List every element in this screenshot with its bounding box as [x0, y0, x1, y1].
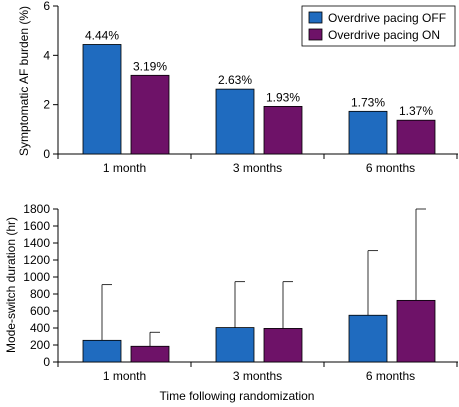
y-tick-label: 600	[30, 304, 50, 318]
x-category-label: 1 month	[103, 161, 146, 175]
y-tick-label: 1600	[23, 219, 50, 233]
bar-on	[263, 105, 303, 155]
y-tick-label: 400	[30, 321, 50, 335]
x-category-label: 6 months	[366, 161, 415, 175]
bar-on	[130, 74, 170, 155]
bar-off	[215, 88, 255, 155]
x-category-label: 3 months	[233, 369, 282, 383]
legend-swatch-off	[308, 11, 323, 24]
y-tick-label: 1200	[23, 253, 50, 267]
data-label: 2.63%	[218, 73, 252, 87]
legend-swatch-on	[308, 28, 323, 41]
y-tick-label: 6	[43, 0, 50, 13]
bar-on	[396, 119, 436, 155]
bar-off	[82, 44, 122, 155]
y-tick-label: 2	[43, 98, 50, 112]
legend: Overdrive pacing OFF Overdrive pacing ON	[301, 5, 456, 47]
legend-label-off: Overdrive pacing OFF	[328, 11, 446, 25]
data-label: 3.19%	[133, 59, 167, 73]
bar-on	[396, 299, 436, 363]
legend-frame	[301, 5, 456, 47]
data-label: 1.37%	[399, 104, 433, 118]
y-tick-label: 4	[43, 48, 50, 62]
bar-off	[215, 327, 255, 363]
y-axis-title-top: Symptomatic AF burden (%)	[17, 6, 31, 156]
x-axis-title-bottom: Time following randomization	[160, 389, 315, 403]
y-tick-label: 1000	[23, 270, 50, 284]
x-category-label: 1 month	[103, 369, 146, 383]
bar-off	[348, 110, 388, 155]
bar-off	[348, 314, 388, 363]
legend-label-on: Overdrive pacing ON	[328, 28, 440, 42]
data-label: 1.73%	[351, 95, 385, 109]
panel-mode-switch: Mode-switch duration (hr) Time following…	[4, 202, 458, 403]
y-tick-label: 800	[30, 287, 50, 301]
data-label: 1.93%	[266, 90, 300, 104]
bar-on	[263, 328, 303, 363]
panel-af-burden: Overdrive pacing OFF Overdrive pacing ON…	[17, 0, 458, 175]
y-tick-label: 0	[43, 355, 50, 369]
x-category-label: 6 months	[366, 369, 415, 383]
y-tick-label: 1800	[23, 202, 50, 216]
bar-on	[130, 345, 170, 363]
y-tick-label: 1400	[23, 236, 50, 250]
y-tick-label: 0	[43, 147, 50, 161]
data-label: 4.44%	[85, 28, 119, 42]
y-axis-title-bottom: Mode-switch duration (hr)	[4, 217, 18, 353]
y-tick-label: 200	[30, 338, 50, 352]
x-category-label: 3 months	[233, 161, 282, 175]
bar-off	[82, 339, 122, 363]
